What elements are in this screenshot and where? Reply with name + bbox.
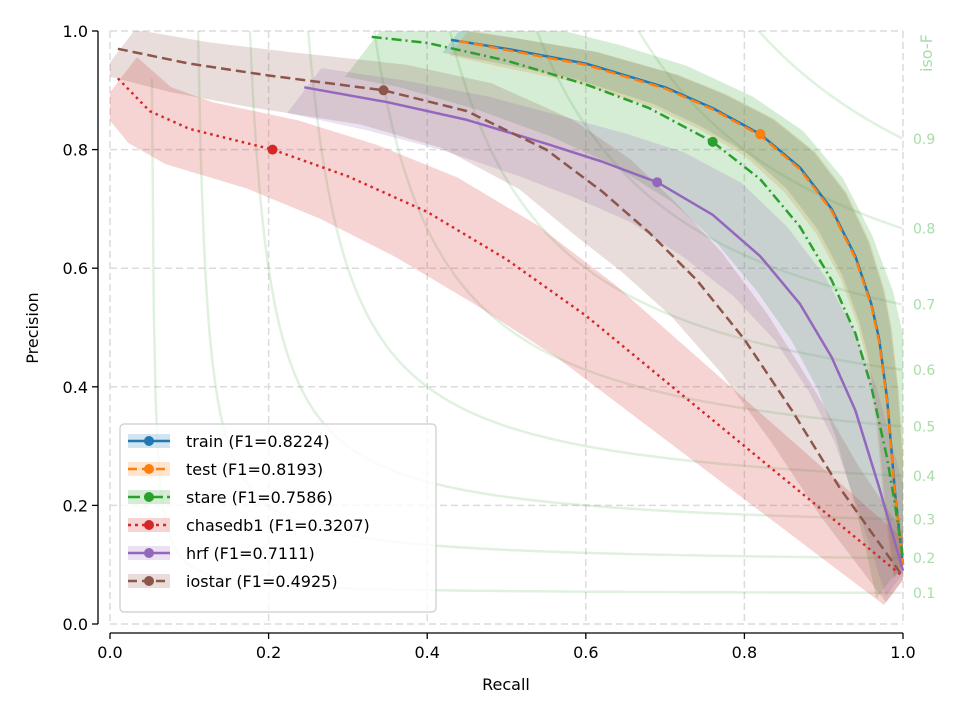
legend-item-train: train (F1=0.8224)	[128, 432, 330, 451]
legend-item-stare: stare (F1=0.7586)	[128, 488, 333, 507]
x-tick-label: 0.4	[414, 643, 439, 662]
series-lines	[117, 35, 905, 578]
y-tick-label: 0.4	[63, 378, 88, 397]
test-marker	[755, 129, 766, 140]
iso-f-label: 0.4	[913, 469, 935, 485]
hrf-confidence-band	[287, 68, 903, 597]
legend-marker	[144, 436, 154, 446]
stare-marker	[707, 136, 718, 147]
legend-item-iostar: iostar (F1=0.4925)	[128, 572, 338, 591]
axes: 0.0 0.2 0.4 0.6 0.8 1.0 0.0 0.2 0.4 0.6 0.8 1.0	[63, 22, 916, 662]
legend-label: train (F1=0.8224)	[186, 432, 330, 451]
x-tick-label: 0.6	[573, 643, 598, 662]
test-line	[458, 39, 905, 565]
legend-label: hrf (F1=0.7111)	[186, 544, 315, 563]
legend: train (F1=0.8224) test (F1=0.8193) stare (…	[119, 423, 437, 613]
train-confidence-band	[442, 31, 903, 578]
y-tick-label: 0.8	[63, 141, 88, 160]
x-tick-label: 0.8	[732, 643, 757, 662]
x-axis-label: Recall	[482, 675, 530, 694]
confidence-bands	[110, 31, 903, 605]
iostar-line	[117, 47, 905, 578]
iso-f-labels: iso-F 0.1 0.2 0.3 0.4 0.5 0.6 0.7 0.8 0.9	[913, 34, 936, 602]
iso-f-label: 0.8	[913, 222, 935, 238]
chasedb1-marker	[267, 144, 278, 155]
legend-marker	[144, 576, 154, 586]
iso-f-label: 0.6	[913, 363, 935, 379]
test-confidence-band	[449, 31, 903, 579]
legend-label: test (F1=0.8193)	[186, 460, 323, 479]
iso-f-label: 0.2	[913, 551, 935, 567]
legend-label: chasedb1 (F1=0.3207)	[186, 516, 370, 535]
legend-label: stare (F1=0.7586)	[186, 488, 333, 507]
y-axis-label: Precision	[23, 292, 42, 363]
hrf-line	[304, 86, 905, 571]
y-tick-label: 0.6	[63, 259, 88, 278]
iso-f-label: 0.1	[913, 586, 935, 602]
y-tick-label: 0.0	[63, 615, 88, 634]
legend-box	[119, 423, 437, 613]
x-tick-label: 0.2	[256, 643, 281, 662]
legend-marker	[144, 548, 154, 558]
legend-label: iostar (F1=0.4925)	[186, 572, 338, 591]
iso-f-curve	[637, 31, 903, 230]
legend-item-hrf: hrf (F1=0.7111)	[128, 544, 315, 563]
legend-marker	[144, 492, 154, 502]
legend-marker	[144, 464, 154, 474]
hrf-marker	[652, 177, 663, 188]
legend-marker	[144, 520, 154, 530]
x-tick-label: 0.0	[97, 643, 122, 662]
iso-f-curve	[448, 31, 903, 371]
iso-f-curve	[535, 31, 903, 306]
iso-f-label: 0.3	[913, 512, 935, 528]
chasedb1-confidence-band	[110, 57, 903, 605]
x-tick-label: 1.0	[890, 643, 915, 662]
y-tick-label: 0.2	[63, 496, 88, 515]
iostar-marker	[378, 85, 389, 96]
iso-f-curve	[373, 31, 902, 428]
iso-f-label: 0.7	[913, 298, 935, 314]
iso-f-curve	[757, 31, 903, 140]
stare-confidence-band	[345, 31, 903, 599]
y-tick-label: 1.0	[63, 22, 88, 41]
legend-item-test: test (F1=0.8193)	[128, 460, 323, 479]
legend-item-chasedb1: chasedb1 (F1=0.3207)	[128, 516, 370, 535]
iso-f-label: 0.5	[913, 419, 935, 435]
iso-f-label: 0.9	[913, 132, 935, 148]
iso-f-curve	[306, 31, 902, 477]
iso-f-title: iso-F	[917, 34, 936, 72]
iostar-confidence-band	[110, 31, 903, 603]
